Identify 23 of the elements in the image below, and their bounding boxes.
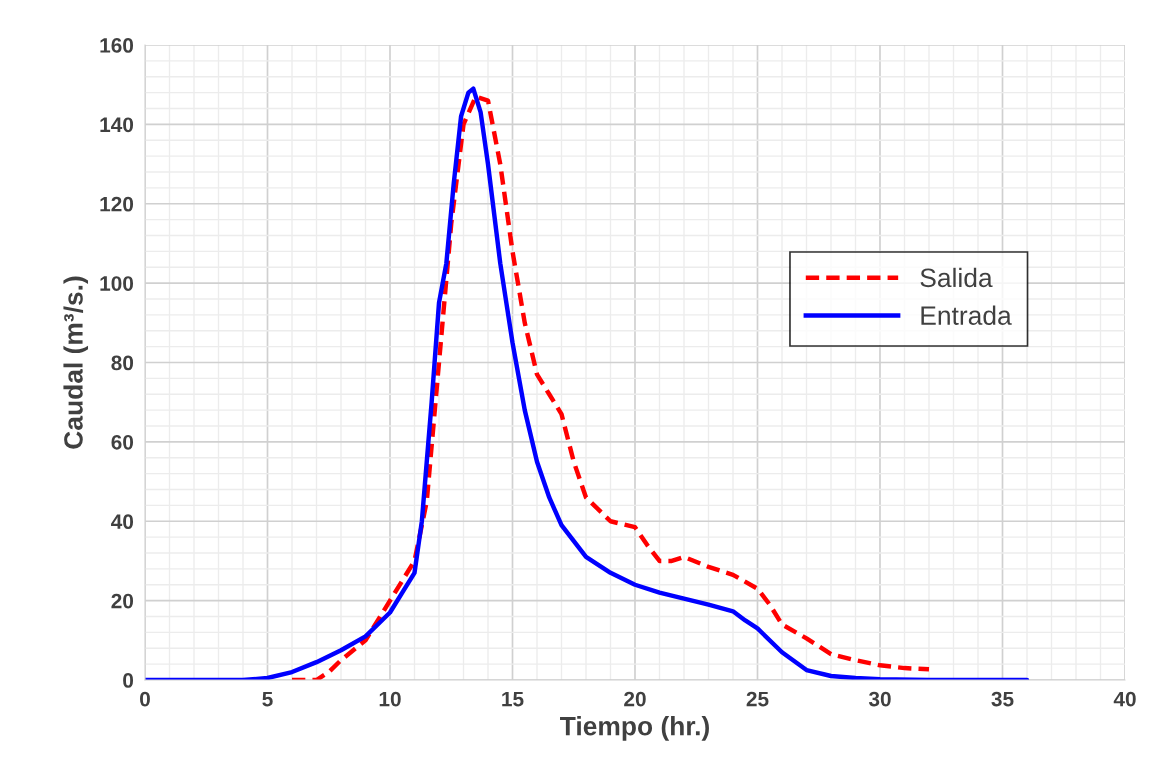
x-tick-label: 10 bbox=[379, 691, 401, 707]
y-tick-label: 140 bbox=[100, 117, 134, 133]
y-axis-title: Caudal (m³/s.) bbox=[63, 276, 89, 449]
y-tick-label: 20 bbox=[111, 593, 134, 609]
x-tick-label: 30 bbox=[868, 691, 891, 707]
x-tick-label: 25 bbox=[746, 691, 769, 707]
y-tick-label: 40 bbox=[111, 514, 134, 529]
y-tick-label: 120 bbox=[100, 196, 134, 212]
y-tick-label: 60 bbox=[111, 434, 134, 450]
x-tick-label: 5 bbox=[262, 691, 273, 707]
x-tick-label: 15 bbox=[502, 691, 524, 707]
y-tick-label: 160 bbox=[100, 38, 134, 53]
x-tick-label: 35 bbox=[991, 691, 1014, 707]
x-tick-label: 0 bbox=[140, 691, 150, 707]
y-tick-label: 100 bbox=[100, 276, 134, 291]
line-series bbox=[145, 86, 1030, 680]
x-tick-label: 40 bbox=[1113, 691, 1136, 707]
x-axis-title: Tiempo (hr.) bbox=[560, 716, 709, 741]
legend-label: Entrada bbox=[921, 305, 1012, 325]
legend-label: Salida bbox=[920, 267, 993, 288]
y-tick-label: 0 bbox=[123, 673, 134, 688]
y-tick-label: 80 bbox=[111, 355, 134, 371]
x-tick-label: 20 bbox=[624, 691, 646, 707]
